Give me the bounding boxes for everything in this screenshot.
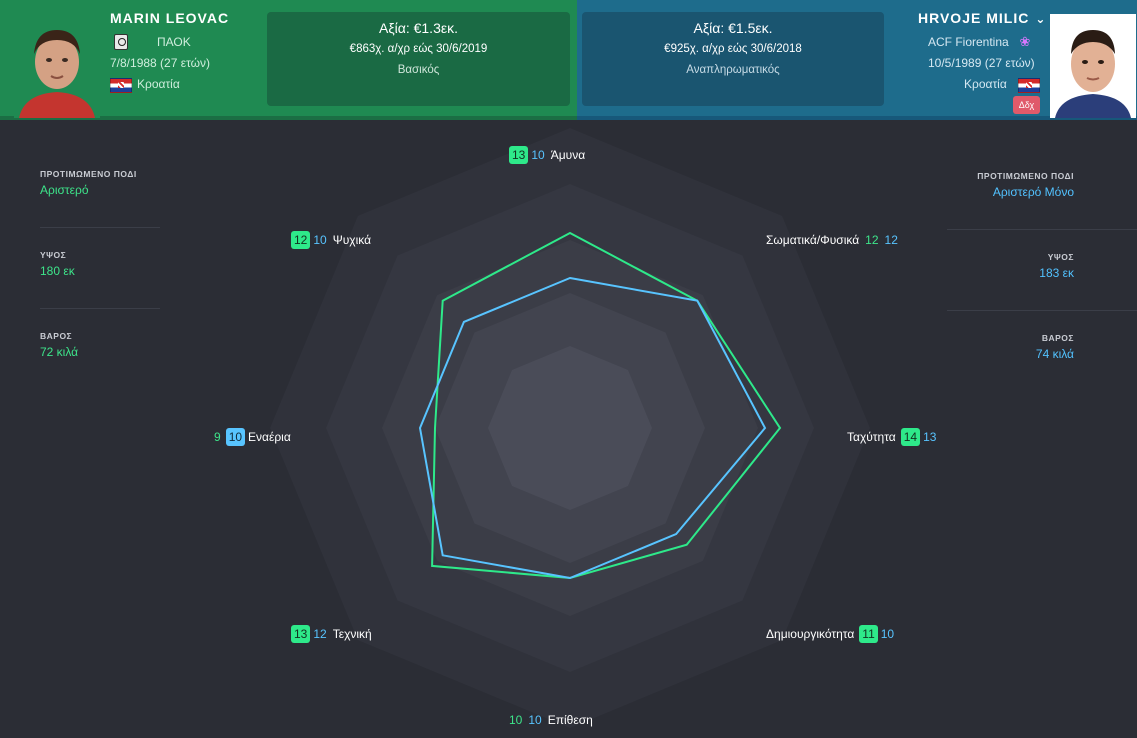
left-player-value: Αξία: €1.3εκ. <box>379 20 458 36</box>
right-player-role: Αναπληρωματικός <box>686 64 780 76</box>
right-player-name-text: HRVOJE MILIC <box>918 10 1030 26</box>
right-value: 10 <box>531 148 545 162</box>
right-player-contract: €925χ. α/χρ εώς 30/6/2018 <box>664 43 802 55</box>
left-value: 12 <box>865 233 879 247</box>
header-divider <box>0 116 577 120</box>
attr-label: Επίθεση <box>547 713 593 727</box>
left-player-name[interactable]: MARIN LEOVAC <box>110 10 230 26</box>
right-value: 12 <box>884 233 898 247</box>
status-badge: Δδχ <box>1013 96 1040 114</box>
right-value: 10 <box>313 233 327 247</box>
chevron-down-icon[interactable]: ⌄ <box>1035 12 1047 26</box>
left-foot-value: Αριστερό <box>40 183 89 197</box>
attr-mental: 12 10 Ψυχικά <box>291 231 371 249</box>
attr-label: Εναέρια <box>248 430 291 444</box>
left-foot-label: ΠΡΟΤΙΜΩΜΕΝΟ ΠΟΔΙ <box>40 169 137 179</box>
left-height-label: ΥΨΟΣ <box>40 250 67 260</box>
fiorentina-club-icon: ❀ <box>1019 34 1031 49</box>
left-player-nation: Κροατία <box>137 77 180 91</box>
right-player-name[interactable]: HRVOJE MILIC ⌄ <box>918 10 1046 26</box>
right-value-pill: 10 <box>225 428 246 446</box>
player-portrait-icon <box>14 14 100 118</box>
attr-label: Άμυνα <box>550 148 586 162</box>
left-value-pill: 11 <box>859 625 878 643</box>
attr-speed: Ταχύτητα 14 13 <box>847 428 942 446</box>
right-weight-label: ΒΑΡΟΣ <box>1041 333 1074 343</box>
divider <box>947 310 1137 311</box>
attr-technique: 13 12 Τεχνική <box>291 625 372 643</box>
left-weight-value: 72 κιλά <box>40 345 79 359</box>
right-player-photo <box>1050 14 1136 118</box>
right-height-value: 183 εκ <box>1039 266 1074 280</box>
right-player-nation: Κροατία <box>964 77 1007 91</box>
left-value-pill: 13 <box>291 625 311 643</box>
divider <box>40 308 160 309</box>
right-player-value: Αξία: €1.5εκ. <box>693 20 773 36</box>
right-player-birth: 10/5/1989 (27 ετών) <box>928 56 1035 70</box>
paok-club-icon <box>114 34 128 50</box>
croatia-flag-icon <box>1018 78 1040 93</box>
divider <box>947 229 1137 230</box>
right-weight-value: 74 κιλά <box>1035 347 1074 361</box>
right-value: 10 <box>528 713 542 727</box>
left-player-birth: 7/8/1988 (27 ετών) <box>110 56 211 70</box>
left-value-box: Αξία: €1.3εκ. €863χ. α/χρ εώς 30/6/2019 … <box>267 12 570 106</box>
right-value: 10 <box>880 627 895 641</box>
attr-label: Τεχνική <box>332 627 372 641</box>
attr-aerial: 9 10 Εναέρια <box>214 428 291 446</box>
attr-label: Δημιουργικότητα <box>766 627 855 641</box>
right-foot-label: ΠΡΟΤΙΜΩΜΕΝΟ ΠΟΔΙ <box>977 171 1074 181</box>
left-height-value: 180 εκ <box>40 264 75 278</box>
left-value-pill: 14 <box>900 428 921 446</box>
left-player-role: Βασικός <box>397 64 440 76</box>
right-value-box: Αξία: €1.5εκ. €925χ. α/χρ εώς 30/6/2018 … <box>582 12 884 106</box>
left-player-contract: €863χ. α/χρ εώς 30/6/2019 <box>349 43 488 55</box>
croatia-flag-icon <box>110 78 132 93</box>
header-divider <box>577 116 1137 120</box>
attr-label: Ψυχικά <box>332 233 372 247</box>
attr-physical: Σωματικά/Φυσικά 12 12 <box>766 231 898 249</box>
right-player-series <box>418 276 767 580</box>
divider <box>40 227 160 228</box>
right-height-label: ΥΨΟΣ <box>1047 252 1074 262</box>
player-portrait-icon <box>1050 14 1136 118</box>
radar-ring <box>488 346 652 510</box>
right-value: 12 <box>313 627 327 641</box>
right-foot-value: Αριστερό Μόνο <box>992 185 1074 199</box>
left-value: 9 <box>214 430 221 444</box>
left-value-pill: 13 <box>509 146 529 164</box>
right-player-club[interactable]: ACF Fiorentina <box>928 35 1009 49</box>
attr-creativity: Δημιουργικότητα 11 10 <box>766 625 900 643</box>
left-weight-label: ΒΑΡΟΣ <box>40 331 73 341</box>
attr-defense: 13 10 Άμυνα <box>509 146 585 164</box>
attr-label: Ταχύτητα <box>847 430 896 444</box>
left-value-pill: 12 <box>291 231 311 249</box>
left-player-club[interactable]: ΠΑΟΚ <box>157 35 191 49</box>
attr-attack: 10 10 Επίθεση <box>509 711 593 729</box>
attr-label: Σωματικά/Φυσικά <box>766 233 860 247</box>
left-player-photo <box>14 14 100 118</box>
left-value: 10 <box>509 713 523 727</box>
attribute-radar-chart <box>270 128 870 728</box>
right-value: 13 <box>923 430 937 444</box>
